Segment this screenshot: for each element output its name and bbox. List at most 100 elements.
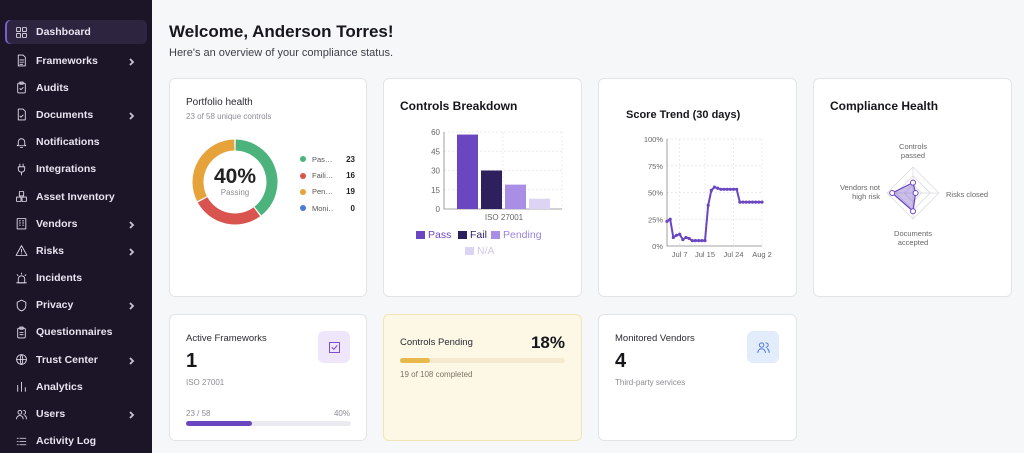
radar-point[interactable] xyxy=(912,190,919,196)
score-point[interactable] xyxy=(674,233,679,237)
sidebar-item-frameworks[interactable]: Frameworks xyxy=(0,47,152,74)
passing-label: Passing xyxy=(220,188,250,197)
sidebar-item-risks[interactable]: Risks xyxy=(0,237,152,264)
legend-label[interactable]: Pass xyxy=(428,229,451,241)
legend-value: 16 xyxy=(346,171,355,181)
radar-point[interactable] xyxy=(910,208,916,215)
monitored-vendors-card[interactable]: Monitored Vendors 4 Third-party services xyxy=(598,314,797,441)
score-point[interactable] xyxy=(722,187,726,191)
y-tick-label: 45 xyxy=(431,147,440,156)
legend-item-passing: Pas… 23 xyxy=(300,151,355,167)
controls-breakdown-chart: 60 45 30 15 0 ISO 27001 Pass Fail Pending N/A xyxy=(416,128,563,257)
score-trend-title: Score Trend (30 days) xyxy=(626,109,741,121)
donut-slice-failing[interactable] xyxy=(197,196,261,225)
controls-pending-card[interactable]: Controls Pending 18% 19 of 108 completed xyxy=(383,314,582,441)
sidebar-item-activity-log[interactable]: Activity Log xyxy=(0,428,152,453)
sidebar-item-vendors[interactable]: Vendors xyxy=(0,210,152,237)
score-point[interactable] xyxy=(703,239,707,243)
active-frameworks-card[interactable]: Active Frameworks 1 ISO 27001 23 / 58 40… xyxy=(169,314,367,441)
score-point[interactable] xyxy=(690,239,694,243)
score-point[interactable] xyxy=(725,187,729,191)
score-point[interactable] xyxy=(697,239,701,243)
frameworks-progress-fill xyxy=(186,421,252,426)
score-point[interactable] xyxy=(668,217,672,221)
log-icon xyxy=(14,434,28,448)
active-frameworks-sub: ISO 27001 xyxy=(186,378,225,387)
score-point[interactable] xyxy=(741,200,745,204)
y-tick-label: 75% xyxy=(648,162,663,171)
score-point[interactable] xyxy=(747,200,751,204)
bar-fail[interactable] xyxy=(481,170,502,210)
score-point[interactable] xyxy=(744,200,748,204)
score-trend-card: Score Trend (30 days) 100% 75% 50% 25% 0% Jul… xyxy=(598,78,797,297)
y-tick-label: 50% xyxy=(648,189,663,198)
score-point[interactable] xyxy=(760,200,764,204)
radar-axis-label: Risks closed xyxy=(946,190,988,199)
score-point[interactable] xyxy=(716,186,720,190)
controls-pending-label: Controls Pending xyxy=(400,337,473,348)
bar-pass[interactable] xyxy=(457,134,478,209)
chevron-right-icon xyxy=(128,356,136,365)
score-point[interactable] xyxy=(684,235,688,240)
x-tick-label: Aug 2 xyxy=(752,250,772,259)
controls-pending-sub: 19 of 108 completed xyxy=(400,370,473,379)
score-point[interactable] xyxy=(709,188,713,192)
radar-point[interactable] xyxy=(910,179,916,186)
sidebar-item-label: Integrations xyxy=(36,163,97,176)
score-point[interactable] xyxy=(678,232,682,236)
sidebar-item-documents[interactable]: Documents xyxy=(0,101,152,128)
score-point[interactable] xyxy=(687,236,691,241)
checkbox-edit-icon xyxy=(318,331,350,363)
sidebar-item-label: Analytics xyxy=(36,380,83,393)
score-point[interactable] xyxy=(735,187,739,191)
score-point[interactable] xyxy=(671,235,675,240)
sidebar-item-dashboard[interactable]: Dashboard xyxy=(5,20,147,44)
passing-percent: 40% xyxy=(213,165,257,188)
chevron-right-icon xyxy=(128,247,136,256)
sidebar-item-audits[interactable]: Audits xyxy=(0,74,152,101)
radar-axis-label: Controls xyxy=(899,142,927,151)
sidebar-item-privacy[interactable]: Privacy xyxy=(0,292,152,319)
legend-swatch xyxy=(465,247,474,255)
score-point[interactable] xyxy=(706,203,710,207)
score-point[interactable] xyxy=(728,187,732,191)
sidebar-item-analytics[interactable]: Analytics xyxy=(0,373,152,400)
score-point[interactable] xyxy=(712,185,717,189)
legend-label[interactable]: Pending xyxy=(503,229,542,241)
radar-area xyxy=(891,181,917,213)
active-frameworks-label: Active Frameworks xyxy=(186,333,267,344)
plug-icon xyxy=(14,162,28,176)
portfolio-health-card: Portfolio health 23 of 58 unique control… xyxy=(169,78,367,297)
legend-label[interactable]: N/A xyxy=(477,245,495,257)
sidebar-item-label: Frameworks xyxy=(36,54,98,67)
active-frameworks-value: 1 xyxy=(186,350,198,372)
score-point[interactable] xyxy=(665,219,669,223)
donut-slice-passing[interactable] xyxy=(235,139,278,216)
sidebar-item-integrations[interactable]: Integrations xyxy=(0,156,152,183)
score-point[interactable] xyxy=(750,200,755,204)
controls-breakdown-card: Controls Breakdown 60 45 30 15 0 ISO 27001 Pas… xyxy=(383,78,582,297)
sidebar-item-questionnaires[interactable]: Questionnaires xyxy=(0,319,152,346)
score-point[interactable] xyxy=(754,200,758,204)
legend-label[interactable]: Fail xyxy=(470,229,487,241)
radar-point[interactable] xyxy=(889,190,896,196)
portfolio-health-subtitle: 23 of 58 unique controls xyxy=(186,112,272,121)
page-subtitle: Here's an overview of your compliance st… xyxy=(169,47,394,59)
bar-pending[interactable] xyxy=(505,184,526,209)
bar-na[interactable] xyxy=(529,198,550,209)
sidebar-item-asset-inventory[interactable]: Asset Inventory xyxy=(0,183,152,210)
users-icon xyxy=(14,407,28,421)
score-point[interactable] xyxy=(738,200,742,204)
warning-icon xyxy=(14,244,28,258)
score-point[interactable] xyxy=(719,187,723,191)
score-point[interactable] xyxy=(731,187,736,191)
score-point[interactable] xyxy=(693,239,698,243)
score-point[interactable] xyxy=(681,237,685,242)
score-point[interactable] xyxy=(700,239,704,243)
donut-slice-pending[interactable] xyxy=(192,139,235,202)
score-point[interactable] xyxy=(757,200,761,204)
sidebar-item-notifications[interactable]: Notifications xyxy=(0,129,152,156)
sidebar-item-incidents[interactable]: Incidents xyxy=(0,265,152,292)
sidebar-item-users[interactable]: Users xyxy=(0,400,152,427)
sidebar-item-trust-center[interactable]: Trust Center xyxy=(0,346,152,373)
